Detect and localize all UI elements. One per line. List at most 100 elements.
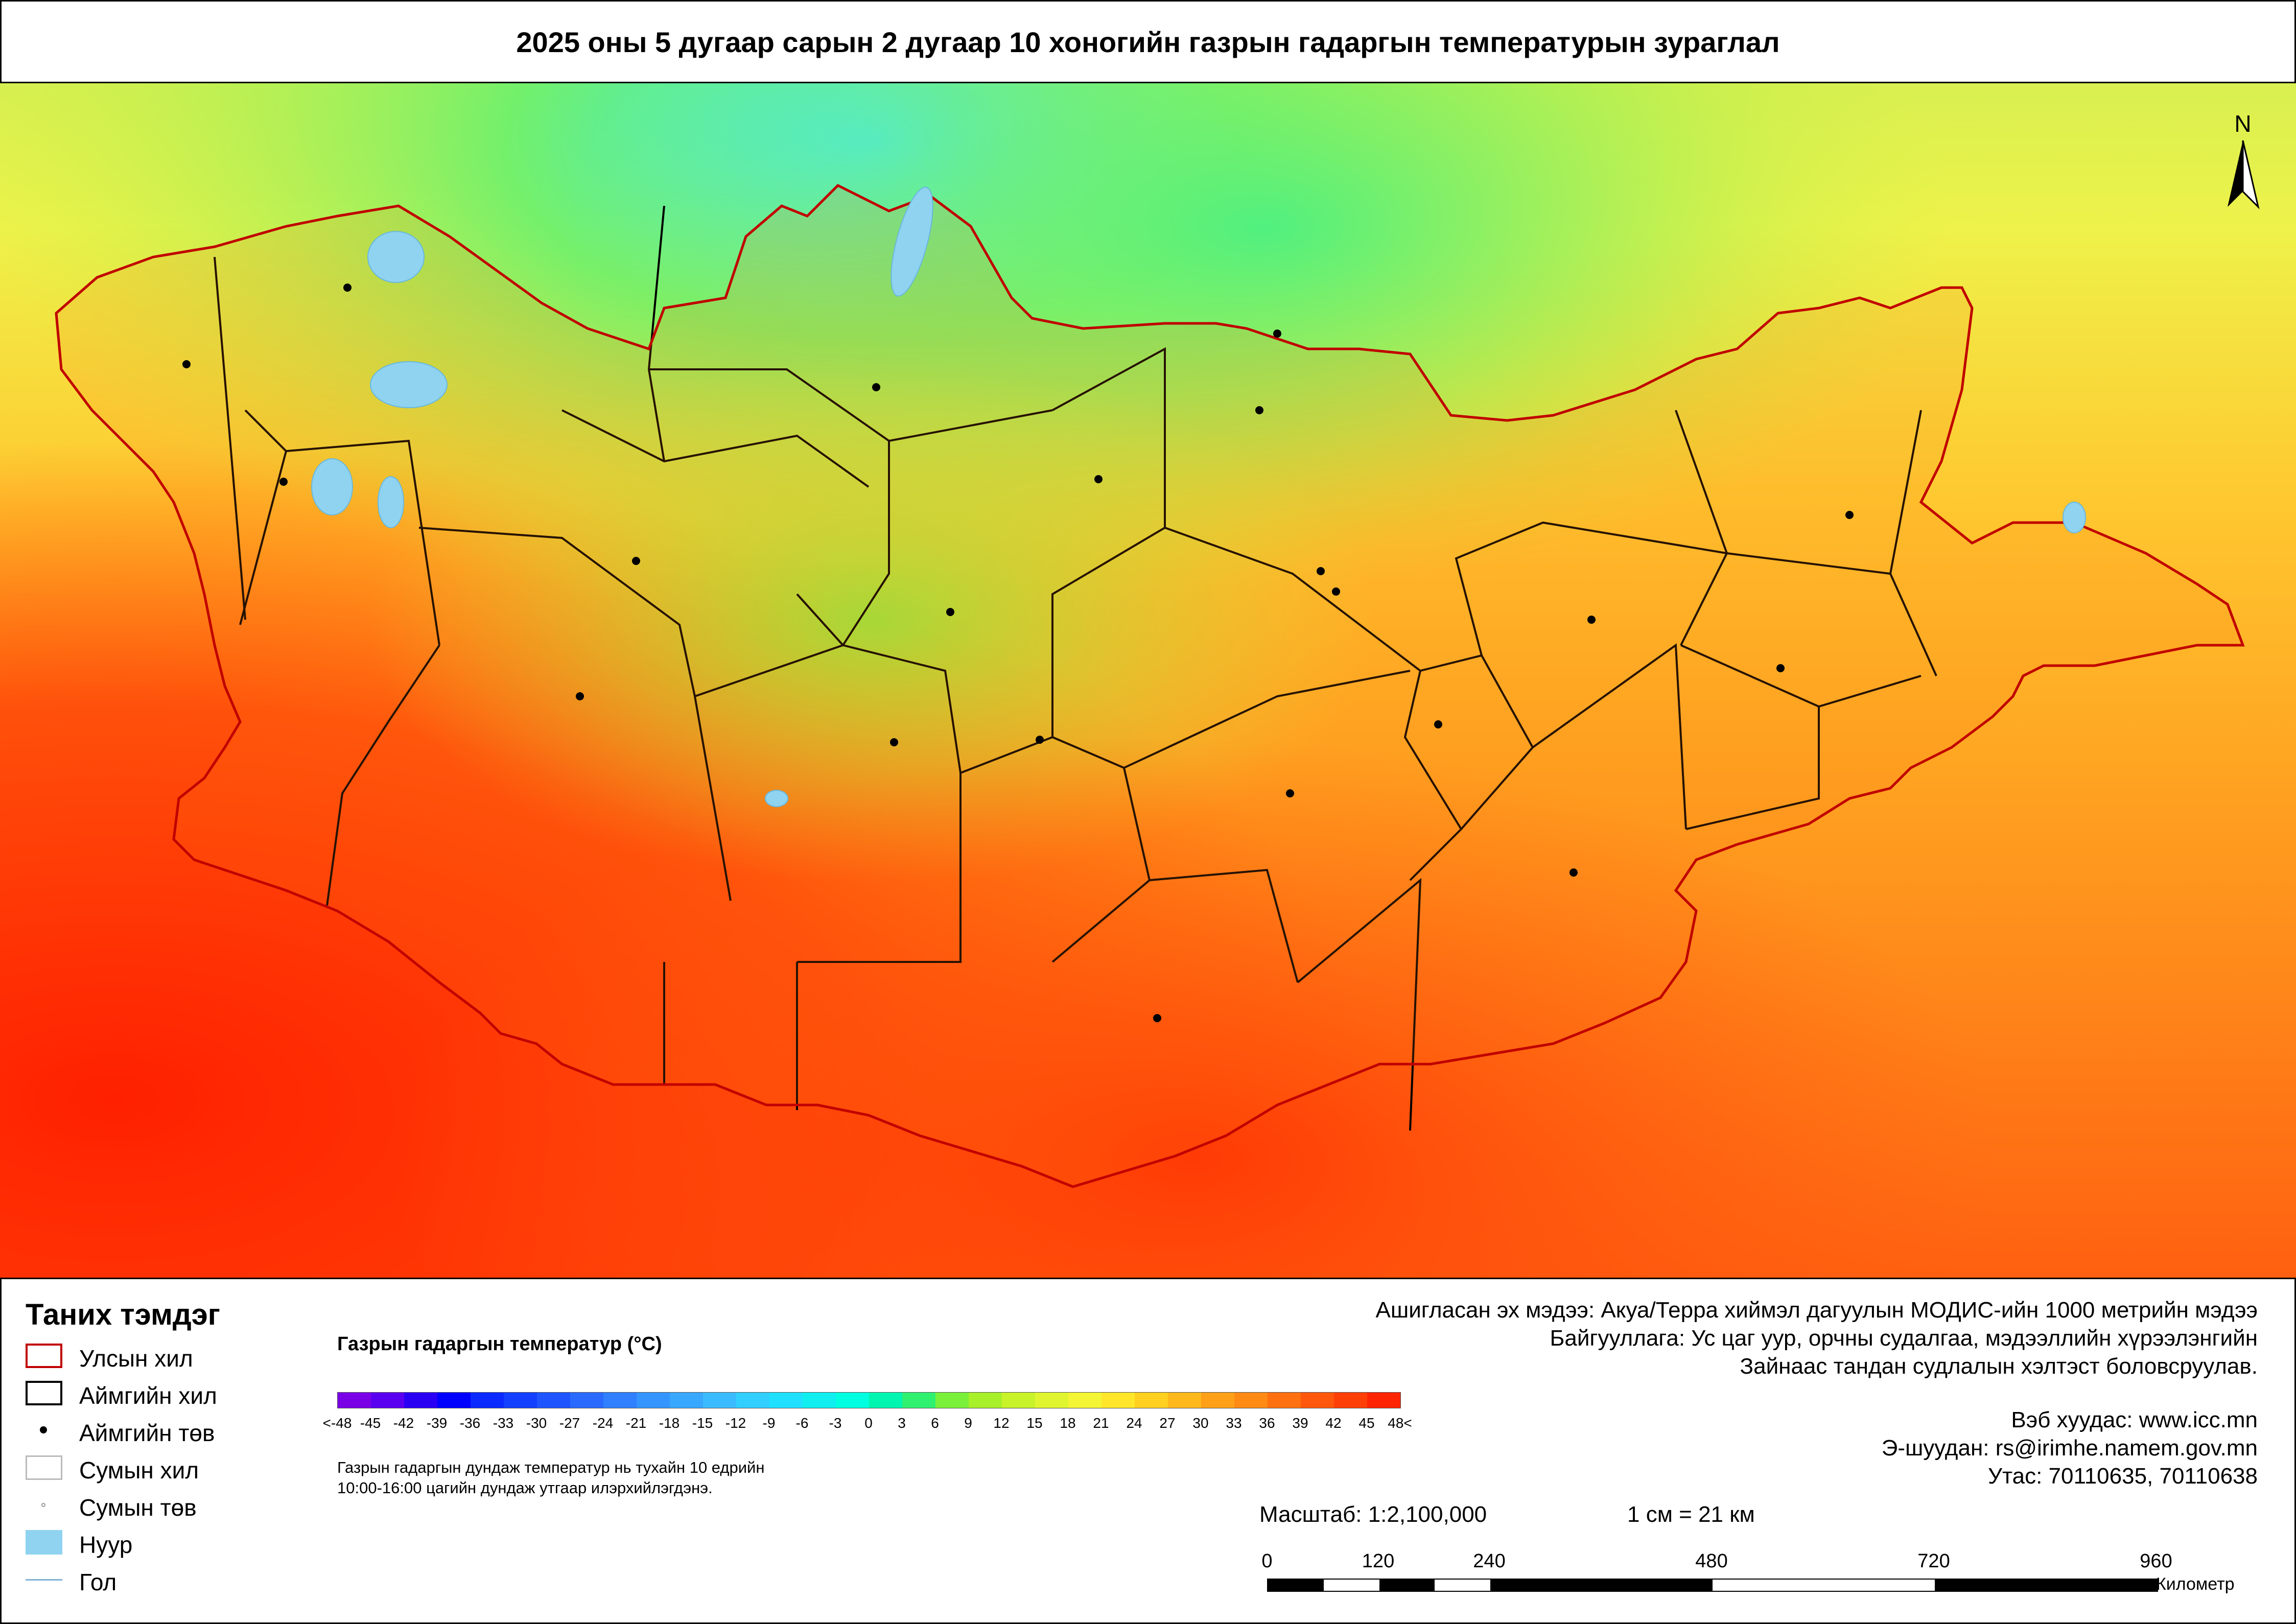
colorbar-tick-label: -45 (360, 1415, 381, 1431)
legend-label: Гол (79, 1569, 117, 1595)
colorbar-tick-label: 21 (1093, 1415, 1109, 1431)
colorbar-tick-label: -12 (725, 1415, 746, 1431)
colorbar-tick-label: -9 (762, 1415, 776, 1431)
legend-item-lake: Нуур (26, 1530, 312, 1561)
colorbar-tick-label: 39 (1292, 1415, 1308, 1431)
legend-label: Аймгийн төв (79, 1420, 215, 1446)
province-center-dot (1094, 475, 1103, 483)
province-center-dot (1036, 736, 1044, 744)
province-center-dot (1569, 868, 1578, 877)
colorbar-cell (338, 1393, 371, 1408)
map-canvas (0, 83, 2296, 1278)
legend-label: Аймгийн хил (79, 1382, 217, 1409)
colorbar-tick-label: <-48 (322, 1415, 352, 1431)
colorbar-title: Газрын гадаргын температур (°C) (337, 1333, 662, 1355)
scale-unit: Километр (2156, 1574, 2235, 1594)
colorbar-cell (471, 1393, 504, 1408)
scalebar-tick-label: 480 (1695, 1550, 1728, 1572)
legend-label: Нуур (79, 1532, 133, 1558)
source-info: Ашигласан эх мэдээ: Акуа/Терра хиймэл да… (1375, 1298, 2258, 1323)
scalebar-tick-label: 240 (1473, 1550, 1506, 1572)
colorbar-tick-label: 12 (993, 1415, 1010, 1431)
colorbar-cell (869, 1393, 902, 1408)
colorbar-cell (736, 1393, 769, 1408)
colorbar-cell (703, 1393, 736, 1408)
legend-item-country-border: Улсын хил (26, 1344, 312, 1374)
legend-item-province-border: Аймгийн хил (26, 1381, 312, 1411)
colorbar-cell (1268, 1393, 1301, 1408)
province-center-dot (1273, 329, 1281, 338)
colorbar-cell (603, 1393, 637, 1408)
colorbar-tick-label: 3 (898, 1415, 906, 1431)
colorbar-tick-label: 48< (1388, 1415, 1412, 1431)
map-title: 2025 оны 5 дугаар сарын 2 дугаар 10 хоно… (516, 26, 1780, 58)
scalebar-segment (1713, 1580, 1935, 1591)
lake-khar (378, 476, 404, 528)
colorbar-cell (1301, 1393, 1334, 1408)
colorbar-tick-label: -42 (393, 1415, 414, 1431)
colorbar-tick-label: 18 (1060, 1415, 1076, 1431)
colorbar-tick-label: 45 (1358, 1415, 1375, 1431)
legend-label: Сумын хил (79, 1457, 199, 1484)
scalebar (1267, 1579, 2158, 1592)
colorbar-cell (769, 1393, 803, 1408)
colorbar-tick-label: 24 (1126, 1415, 1142, 1431)
colorbar-note-line1: Газрын гадаргын дундаж температур нь тух… (337, 1458, 765, 1476)
temperature-map (0, 82, 2296, 1279)
colorbar-note-line2: 10:00-16:00 цагийн дундаж утгаар илэрхий… (337, 1479, 713, 1497)
province-center-dot (1776, 664, 1785, 672)
colorbar-tick-label: 30 (1192, 1415, 1209, 1431)
lake-uvs (367, 231, 425, 283)
colorbar-cell (1135, 1393, 1168, 1408)
colorbar-tick-label: 33 (1226, 1415, 1242, 1431)
colorbar-cell (1068, 1393, 1102, 1408)
north-arrow-icon (2228, 140, 2260, 209)
colorbar-cell (1102, 1393, 1135, 1408)
colorbar-cell (637, 1393, 670, 1408)
lake-khyargas (370, 361, 448, 408)
colorbar-tick-label: -6 (795, 1415, 809, 1431)
colorbar-cell (969, 1393, 1002, 1408)
colorbar-cell (1201, 1393, 1234, 1408)
province-center-dot (1845, 511, 1854, 519)
province-center-dot (1255, 406, 1263, 414)
colorbar-cell (570, 1393, 603, 1408)
email-info: Э-шуудан: rs@irimhe.namem.gov.mn (1881, 1435, 2258, 1461)
province-center-dot (279, 478, 288, 486)
province-center-dot (890, 738, 898, 746)
scalebar-tick-label: 0 (1261, 1550, 1273, 1572)
colorbar-tick-label: 27 (1159, 1415, 1176, 1431)
colorbar-cell (902, 1393, 935, 1408)
colorbar-cell (1035, 1393, 1068, 1408)
colorbar-cell (803, 1393, 836, 1408)
province-center-dot (343, 284, 352, 292)
colorbar-cell (371, 1393, 404, 1408)
colorbar-tick-label: 15 (1026, 1415, 1043, 1431)
colorbar-cell (1002, 1393, 1035, 1408)
colorbar-cell (404, 1393, 437, 1408)
colorbar-cell (836, 1393, 869, 1408)
colorbar-tick-label: -24 (592, 1415, 614, 1431)
scalebar-segment (1323, 1580, 1379, 1591)
colorbar-tick-label: 6 (931, 1415, 939, 1431)
legend-title: Таних тэмдэг (26, 1298, 220, 1331)
scalebar-segment (1379, 1580, 1435, 1591)
lake-khar-us (311, 458, 353, 515)
organization-info-cont: Зайнаас тандан судлалын хэлтэст боловсру… (1740, 1354, 2258, 1379)
colorbar-cell (437, 1393, 471, 1408)
legend-label: Сумын төв (79, 1494, 197, 1521)
scalebar-segment (1490, 1580, 1713, 1591)
scalebar-tick-label: 960 (2140, 1550, 2172, 1572)
legend-item-river: Гол (26, 1567, 312, 1598)
scalebar-segment (1268, 1580, 1324, 1591)
colorbar-tick-label: -27 (559, 1415, 580, 1431)
province-center-dot (576, 692, 584, 700)
country-border (55, 183, 2245, 1188)
soum-center-icon (26, 1493, 62, 1517)
legend-item-soum-border: Сумын хил (26, 1455, 312, 1486)
province-center-dot (1286, 789, 1294, 797)
province-center-dot (872, 383, 880, 391)
colorbar-tick-label: 36 (1259, 1415, 1275, 1431)
colorbar-tick-label: 0 (864, 1415, 873, 1431)
colorbar-tick-label: -18 (659, 1415, 680, 1431)
